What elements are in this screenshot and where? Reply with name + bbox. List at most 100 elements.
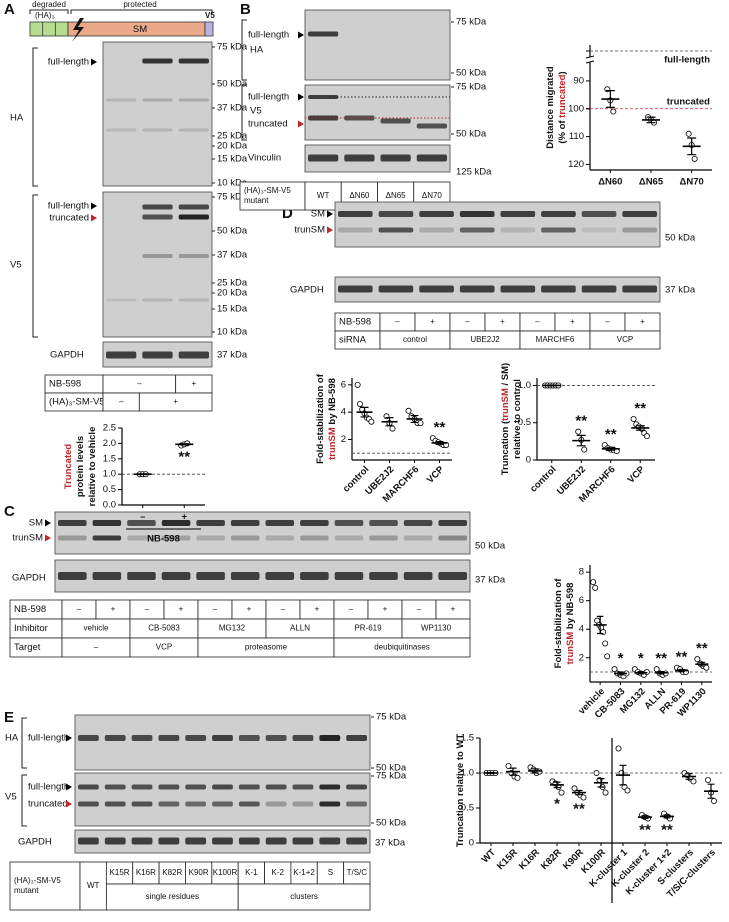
x-tick-label: ΔN60 — [598, 177, 622, 188]
error-bar — [410, 414, 419, 424]
data-point — [356, 400, 363, 407]
y-label-part: Fold-stabilization of — [553, 578, 564, 669]
arrow-head — [298, 93, 304, 101]
significance: ** — [661, 821, 673, 838]
marker-label: 25 kDa — [217, 131, 248, 142]
data-point — [653, 666, 660, 673]
table-text: – — [119, 397, 124, 406]
y-tick-label: 6 — [579, 595, 584, 606]
data-point — [602, 789, 609, 796]
blot-band — [300, 520, 329, 526]
blot-band — [178, 128, 209, 132]
blot-band — [416, 123, 447, 129]
blot-band — [265, 837, 287, 845]
bracket — [241, 19, 247, 81]
significance: ** — [696, 640, 708, 657]
marker-label: 37 kDa — [217, 350, 248, 361]
blot-band — [319, 784, 341, 790]
panel-letter: D — [282, 205, 293, 222]
blot-name: V5 — [5, 792, 17, 803]
band-label: full-length — [28, 782, 69, 793]
y-label-part: ) — [557, 71, 568, 74]
blot — [334, 201, 661, 248]
marker-label: 37 kDa — [665, 285, 696, 296]
table-text: (HA)₃-SM-V5 — [244, 186, 291, 195]
schematic-label: protected — [123, 0, 156, 9]
blot-band — [92, 520, 122, 526]
schematic-label: degraded — [32, 0, 66, 9]
data-point — [615, 745, 622, 752]
y-label: (% of truncated) — [557, 71, 568, 143]
blot-band — [292, 837, 314, 845]
error-bar — [605, 90, 615, 108]
data-point — [690, 778, 697, 785]
blot-band — [380, 154, 411, 162]
band-label: full-length — [248, 30, 289, 41]
panel-letter: E — [4, 709, 14, 726]
blot-band — [196, 572, 225, 580]
blot-band — [419, 211, 454, 217]
table-text: K-1 — [245, 868, 258, 877]
blot-band — [161, 520, 191, 526]
data-point — [505, 763, 512, 770]
marker-label: 125 kDa — [456, 167, 492, 178]
x-tick-label: control — [528, 464, 559, 495]
table-text: + — [451, 605, 456, 614]
error-bar — [687, 137, 697, 156]
y-tick-label: 2.5 — [103, 423, 116, 434]
significance: * — [638, 650, 644, 667]
error-bar — [597, 778, 605, 788]
significance: ** — [434, 419, 446, 436]
blot-band — [238, 784, 260, 790]
band-label: full-length — [48, 201, 89, 212]
significance: ** — [634, 400, 646, 417]
blot-band — [131, 735, 153, 741]
blot-band — [212, 735, 233, 741]
blot-band — [500, 285, 536, 293]
significance: * — [618, 650, 624, 667]
blot-band — [142, 214, 173, 220]
table-text: T/S/C — [347, 868, 368, 877]
blot-band — [106, 98, 137, 102]
data-point — [694, 656, 701, 663]
blot-band — [403, 535, 433, 541]
blot-band — [142, 204, 173, 210]
blot-band — [131, 837, 153, 845]
error-bar — [678, 668, 685, 673]
table-text: + — [247, 605, 252, 614]
blot-band — [106, 128, 137, 132]
table-text: proteasome — [245, 643, 288, 652]
x-tick-label: VCP — [425, 464, 447, 486]
y-label: Truncated — [63, 444, 74, 490]
blot-band — [127, 520, 156, 526]
y-tick-label: 0.0 — [103, 500, 116, 511]
error-bar — [576, 434, 586, 447]
table-text: – — [281, 605, 286, 614]
table-text: + — [383, 605, 388, 614]
blot-band — [265, 520, 295, 526]
blot-band — [438, 572, 467, 580]
blot — [74, 772, 371, 827]
blot-band — [338, 285, 373, 293]
error-bar — [641, 815, 649, 820]
band-label: SM — [29, 518, 43, 529]
data-point — [580, 794, 587, 801]
blot-band — [158, 801, 180, 807]
blot-band — [142, 58, 173, 64]
x-tick-label: K15R — [495, 847, 520, 872]
significance: ** — [573, 800, 585, 817]
blot-band — [142, 351, 173, 359]
significance: ** — [605, 426, 617, 443]
table-text: + — [179, 605, 184, 614]
table-text: K90R — [189, 868, 209, 877]
table-text: S — [328, 868, 333, 877]
error-bar — [619, 764, 627, 786]
blot-band — [500, 211, 536, 217]
bracket — [32, 47, 38, 187]
arrow-head — [91, 202, 97, 210]
y-tick-label: 1.5 — [461, 733, 474, 744]
blot-band — [142, 298, 173, 302]
significance: ** — [575, 413, 587, 430]
y-tick-label: 0.5 — [461, 803, 474, 814]
